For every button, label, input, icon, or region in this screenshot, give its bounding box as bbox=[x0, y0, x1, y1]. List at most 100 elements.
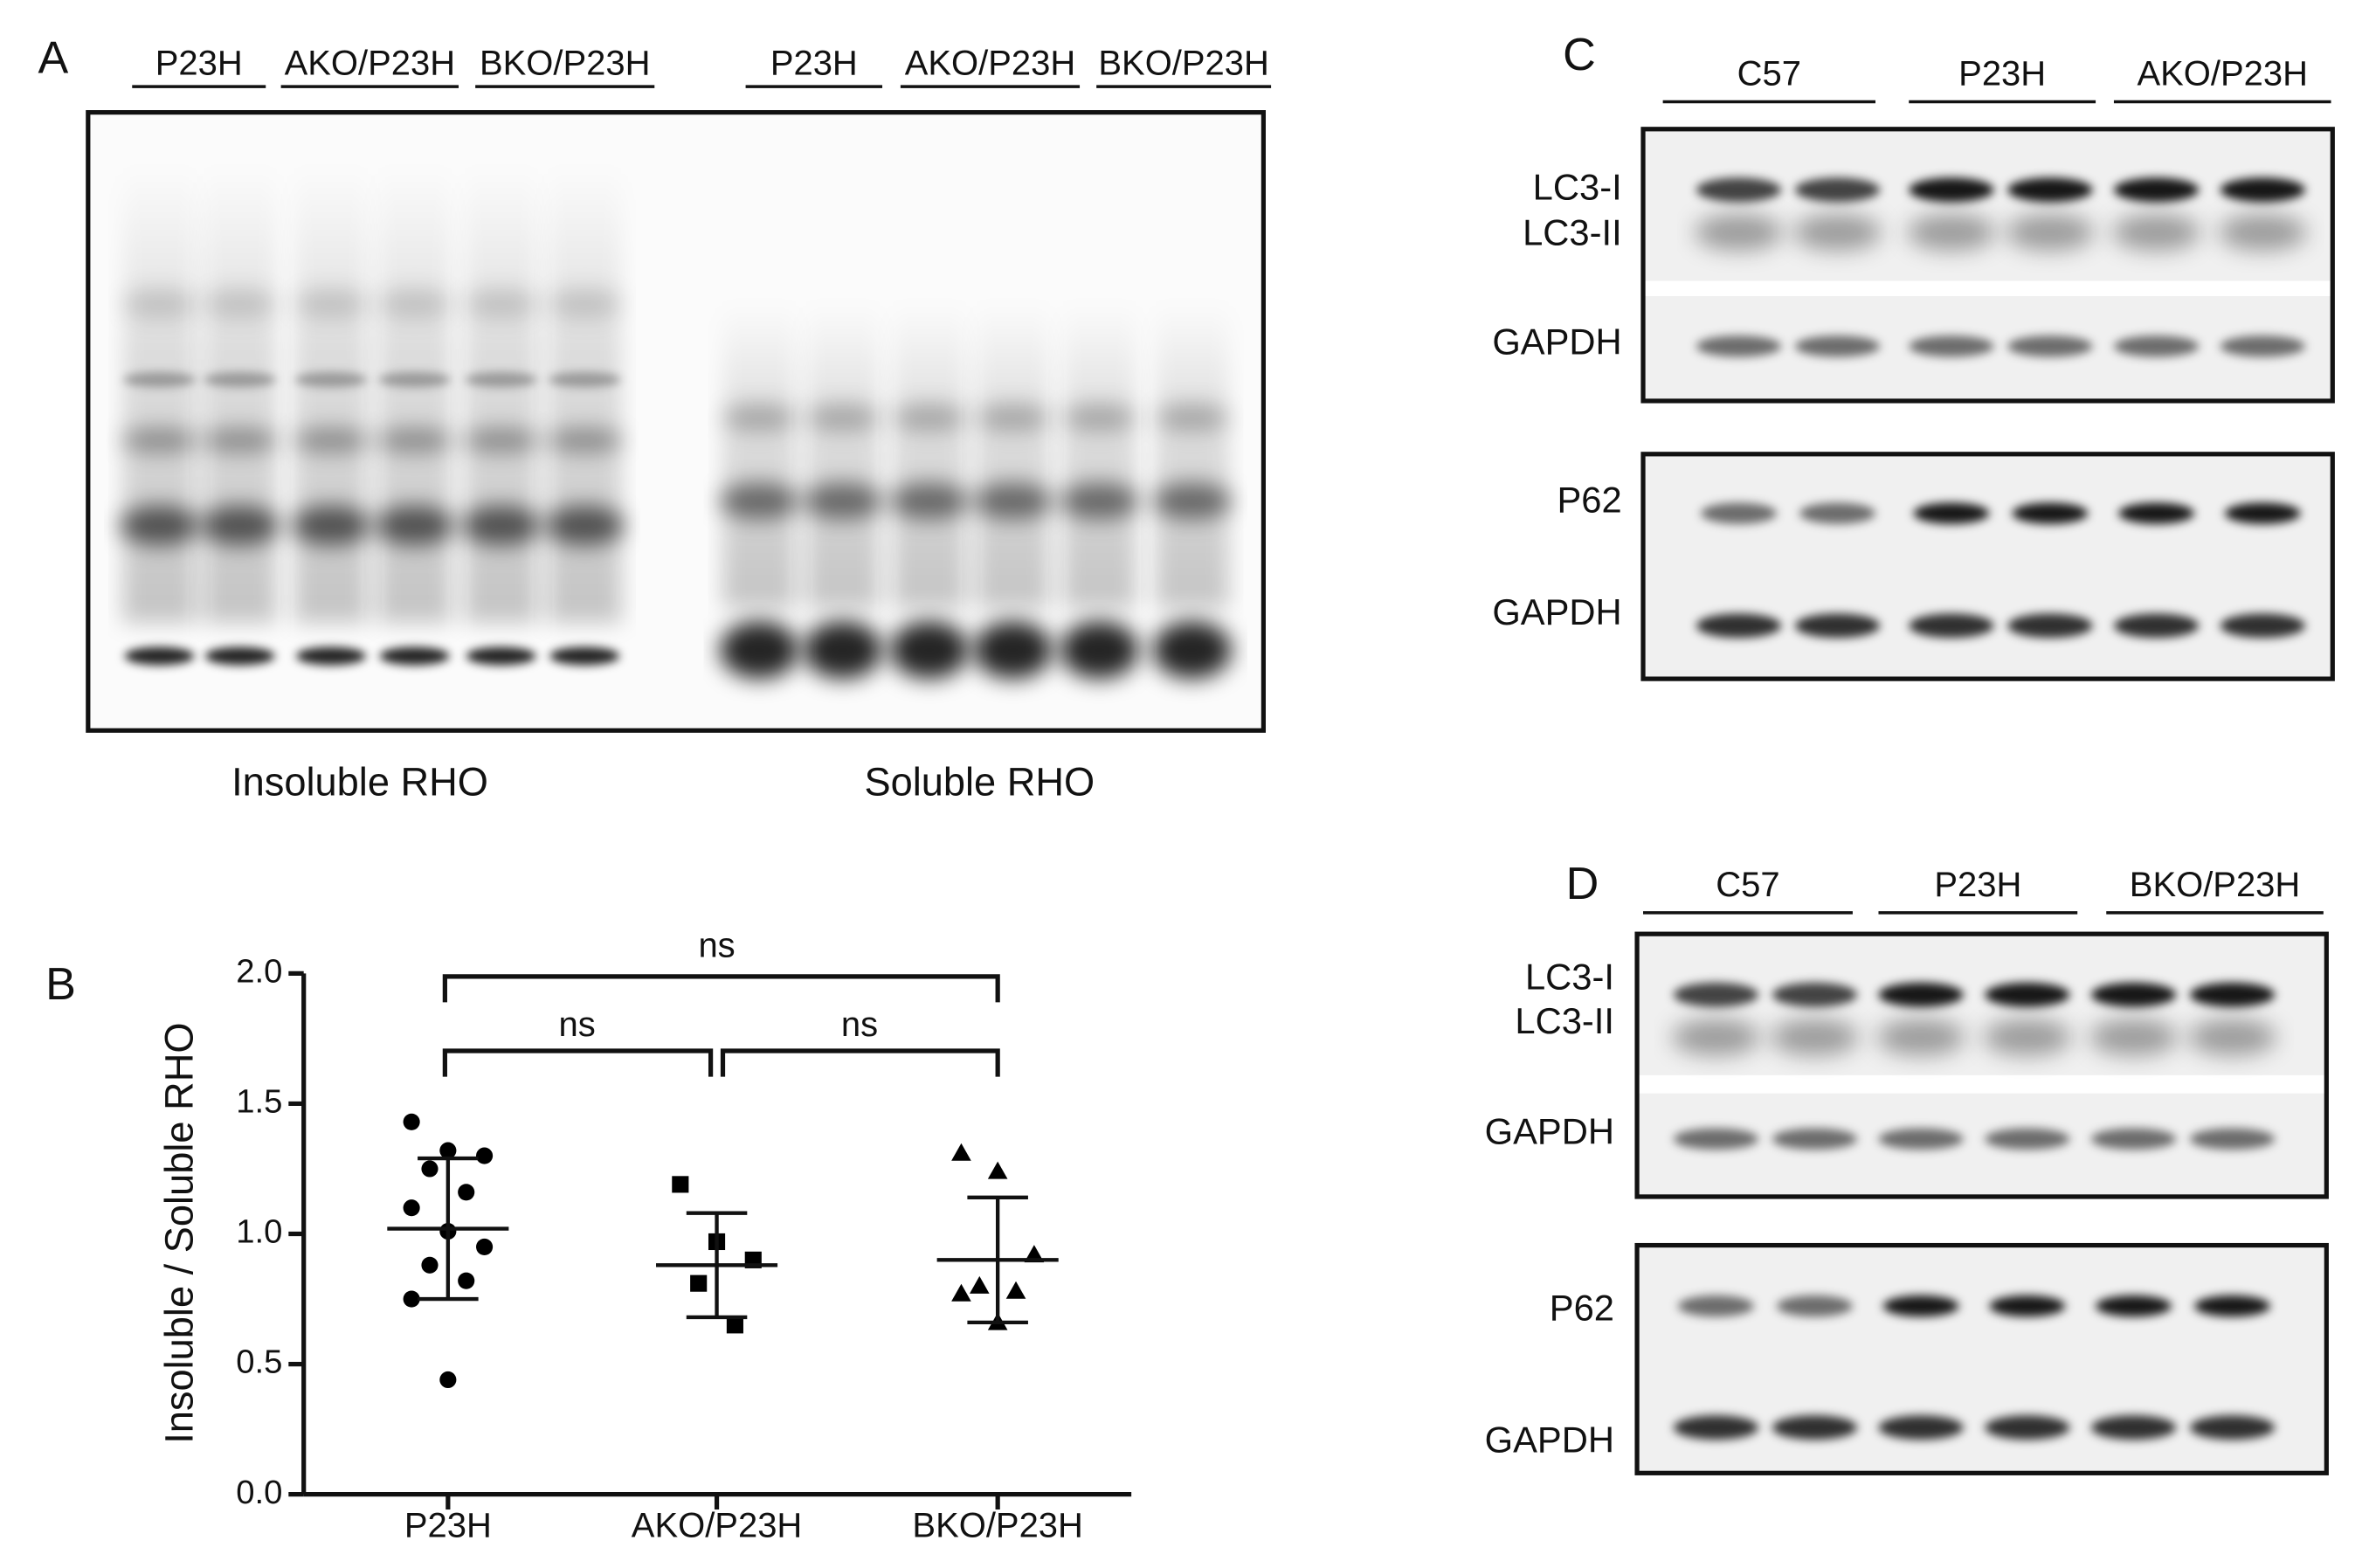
x-tick-label: P23H bbox=[404, 1506, 492, 1544]
blot-band bbox=[2113, 335, 2200, 357]
blot-band bbox=[375, 505, 454, 546]
blot-band bbox=[377, 288, 452, 320]
label: P23H bbox=[155, 44, 243, 82]
blot-background bbox=[1643, 128, 2333, 401]
blot-band bbox=[1909, 613, 1994, 639]
blot-band bbox=[1673, 1415, 1759, 1440]
blot-band bbox=[1909, 335, 1994, 357]
label: P23H bbox=[1934, 866, 2021, 904]
label: AKO/P23H bbox=[2137, 55, 2308, 93]
data-point bbox=[403, 1113, 420, 1130]
blot-band bbox=[1062, 404, 1136, 432]
blot-smear bbox=[976, 303, 1050, 608]
blot-band bbox=[1794, 335, 1881, 357]
label: LC3-II bbox=[1515, 1000, 1614, 1041]
blot-band bbox=[720, 482, 799, 520]
panel-label: B bbox=[45, 959, 76, 1010]
blot-band bbox=[2118, 502, 2195, 524]
blot-band bbox=[1878, 982, 1964, 1007]
data-point bbox=[458, 1272, 475, 1289]
blot-band bbox=[2006, 214, 2095, 251]
data-point bbox=[672, 1176, 689, 1193]
blot-band bbox=[1777, 1295, 1853, 1317]
blot-band bbox=[203, 288, 277, 320]
blot-band bbox=[548, 288, 622, 320]
blot-smear bbox=[464, 167, 538, 623]
data-point bbox=[403, 1199, 420, 1217]
blot-band bbox=[2007, 613, 2093, 639]
error-bar bbox=[418, 1156, 479, 1302]
blot-gap bbox=[1643, 280, 2333, 297]
x-tick-label: AKO/P23H bbox=[632, 1506, 803, 1544]
blot-band bbox=[1793, 214, 1882, 251]
label: P23H bbox=[770, 44, 858, 82]
blot-band bbox=[2220, 613, 2305, 639]
label: P62 bbox=[1557, 479, 1621, 520]
blot-band bbox=[293, 428, 370, 453]
blot-band bbox=[1772, 1128, 1858, 1150]
data-point bbox=[690, 1274, 708, 1292]
blot-band bbox=[464, 288, 538, 320]
blot-band bbox=[893, 404, 966, 432]
blot-band bbox=[463, 428, 540, 453]
blot-smear bbox=[722, 303, 796, 608]
y-tick-label: 0.5 bbox=[236, 1344, 282, 1381]
blot-band bbox=[1876, 1019, 1965, 1056]
blot-band bbox=[2189, 1128, 2276, 1150]
blot-band bbox=[722, 404, 796, 432]
label: GAPDH bbox=[1492, 591, 1621, 632]
blot-band bbox=[546, 428, 623, 453]
blot-band bbox=[545, 505, 625, 546]
blot-band bbox=[1878, 1128, 1964, 1150]
blot-band bbox=[2007, 335, 2093, 357]
blot-band bbox=[124, 646, 195, 666]
label: Soluble RHO bbox=[864, 760, 1095, 805]
blot-smear bbox=[548, 167, 622, 623]
blot-band bbox=[2113, 613, 2200, 639]
blot-smear bbox=[294, 167, 368, 623]
blot-band bbox=[121, 428, 197, 453]
blot-band bbox=[2089, 1019, 2178, 1056]
blot-band bbox=[1673, 1128, 1759, 1150]
y-tick-label: 0.0 bbox=[236, 1474, 282, 1511]
blot-band bbox=[294, 371, 368, 388]
blot-band bbox=[1672, 1019, 1760, 1056]
label: BKO/P23H bbox=[1098, 44, 1269, 82]
label: GAPDH bbox=[1485, 1419, 1614, 1461]
blot-band bbox=[202, 428, 279, 453]
blot-band bbox=[1696, 335, 1782, 357]
labels: A P23H AKO/P23H BKO/P23H P23H AKO/P23H BKO/P23… bbox=[38, 30, 2331, 1461]
blot-smear bbox=[122, 167, 197, 623]
blot-band bbox=[1909, 177, 1994, 203]
data-point bbox=[987, 1161, 1008, 1179]
blot-band bbox=[2188, 1019, 2276, 1056]
blot-band bbox=[2220, 335, 2305, 357]
blot-band bbox=[973, 482, 1053, 520]
blot-band bbox=[1060, 621, 1139, 680]
blot-band bbox=[1985, 1415, 2070, 1440]
blot-band bbox=[203, 371, 277, 388]
blot-band bbox=[2194, 1295, 2270, 1317]
label: P62 bbox=[1550, 1287, 1614, 1328]
blot-band bbox=[889, 482, 970, 520]
blot-band bbox=[376, 428, 453, 453]
data-point bbox=[726, 1316, 743, 1334]
blot-band bbox=[1772, 1415, 1858, 1440]
blot-background bbox=[1643, 453, 2333, 680]
blot-band bbox=[2096, 1295, 2172, 1317]
blot-frame bbox=[1640, 452, 2335, 681]
blot-band bbox=[1878, 1415, 1964, 1440]
blot-band bbox=[549, 646, 620, 666]
blot-smear bbox=[203, 167, 277, 623]
blot-band bbox=[466, 646, 536, 666]
blot-band bbox=[803, 482, 883, 520]
blot-band bbox=[1155, 404, 1229, 432]
blot-band bbox=[976, 404, 1050, 432]
blot-band bbox=[803, 621, 883, 680]
blot-smear bbox=[893, 303, 966, 608]
y-tick-label: 1.0 bbox=[236, 1213, 282, 1251]
blot-band bbox=[1695, 214, 1783, 251]
data-point bbox=[951, 1283, 971, 1302]
label: AKO/P23H bbox=[285, 44, 455, 82]
